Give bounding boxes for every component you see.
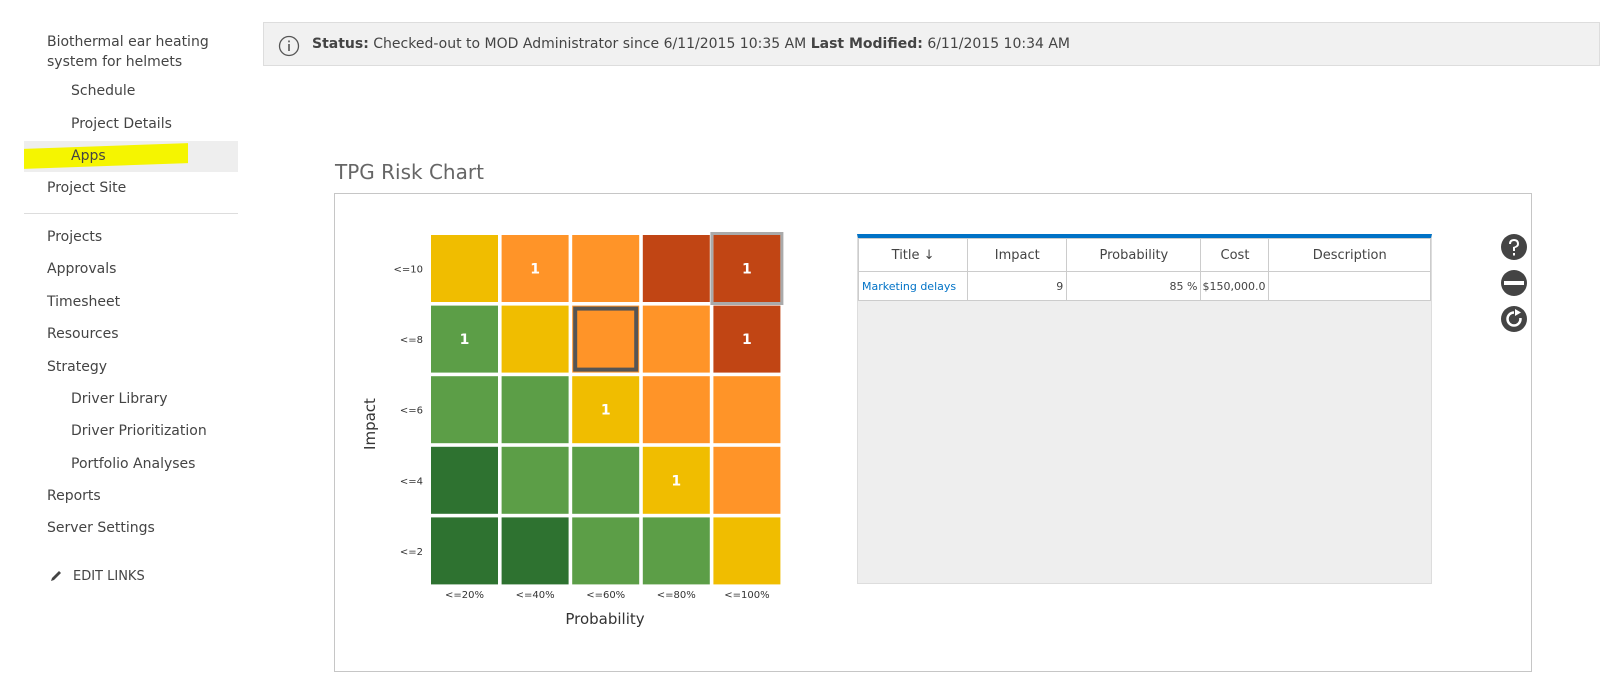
nav-divider: [24, 213, 238, 214]
risk-cell[interactable]: [642, 517, 710, 585]
webpart-title: TPG Risk Chart: [335, 160, 484, 184]
cell-count: 1: [530, 262, 540, 278]
help-icon[interactable]: [1501, 234, 1527, 260]
table-cell: $150,000.0: [1200, 271, 1270, 301]
status-label: Status:: [312, 36, 369, 52]
table-cell: 9: [967, 271, 1068, 301]
risk-cell[interactable]: [713, 376, 781, 444]
cell-count: 1: [742, 262, 752, 278]
nav-link[interactable]: Driver Prioritization: [71, 423, 207, 440]
edit-icon: [51, 571, 61, 581]
tpg-icon[interactable]: [1501, 270, 1527, 296]
nav-link[interactable]: Timesheet: [47, 293, 121, 310]
nav-link[interactable]: Project Site: [47, 180, 127, 196]
risk-cell[interactable]: [501, 305, 569, 373]
risk-cell[interactable]: [713, 305, 781, 373]
cell-selected: [573, 306, 639, 372]
col-label: <=20%: [445, 590, 484, 601]
risk-table: Title ↓ Impact Probability Cost Description M…: [857, 238, 1431, 301]
table-cell: [1268, 271, 1431, 301]
row-label: <=2: [400, 547, 423, 558]
risk-chart: Impact Probability <=10 1 1 <=8 1 1 <=6 1 <=4 1 <=…: [361, 232, 784, 628]
row-label: <=4: [400, 476, 423, 487]
col-label: <=40%: [516, 590, 555, 601]
modified-text: 6/11/2015 10:34 AM: [927, 36, 1070, 52]
column-header[interactable]: Impact: [967, 238, 1068, 272]
cell-count: 1: [460, 332, 470, 348]
nav-link[interactable]: Apps: [71, 148, 106, 164]
risk-grid: Title ↓ Impact Probability Cost Description M…: [857, 234, 1432, 584]
nav-link[interactable]: Projects: [47, 229, 103, 245]
risk-cell[interactable]: [572, 376, 640, 444]
risk-cell[interactable]: [501, 517, 569, 585]
column-header[interactable]: Probability: [1066, 238, 1202, 272]
nav-link[interactable]: Portfolio Analyses: [71, 455, 196, 472]
risk-cell[interactable]: [642, 376, 710, 444]
risk-cell[interactable]: [431, 376, 498, 444]
risk-cell[interactable]: [431, 235, 498, 302]
nav-link[interactable]: Reports: [47, 488, 101, 504]
nav-link[interactable]: Driver Library: [71, 391, 168, 407]
nav-link[interactable]: Strategy: [47, 358, 107, 375]
nav-link[interactable]: Project Details: [71, 115, 172, 132]
risk-cell[interactable]: [642, 446, 710, 514]
cell-count: 1: [601, 403, 611, 419]
nav-link[interactable]: Approvals: [47, 261, 117, 278]
column-header[interactable]: Title ↓: [857, 238, 969, 272]
risk-cell[interactable]: [713, 235, 781, 302]
table-cell: 85 %: [1066, 271, 1202, 301]
row-label: <=6: [400, 406, 423, 417]
row-label: <=8: [400, 335, 423, 346]
status-line: Status: Checked-out to MOD Administrator…: [312, 36, 1070, 52]
risk-cell[interactable]: [572, 235, 640, 302]
cell-hover: [710, 232, 784, 305]
risk-cell[interactable]: [572, 305, 640, 373]
nav-link[interactable]: Schedule: [71, 83, 136, 99]
refresh-icon[interactable]: [1501, 306, 1527, 332]
risk-cell[interactable]: [501, 446, 569, 514]
row-label: <=10: [394, 265, 423, 276]
status-text: Checked-out to MOD Administrator since 6…: [373, 36, 807, 52]
edit-links[interactable]: EDIT LINKS: [73, 569, 145, 584]
risk-cell[interactable]: [431, 446, 498, 514]
risk-cell[interactable]: [713, 517, 781, 585]
col-label: <=60%: [586, 590, 625, 601]
column-header[interactable]: Description: [1268, 238, 1431, 272]
risk-cell[interactable]: [501, 376, 569, 444]
col-label: <=100%: [724, 590, 769, 601]
risk-cell[interactable]: [431, 305, 498, 373]
info-icon: [278, 35, 300, 57]
risk-cell[interactable]: [572, 446, 640, 514]
risk-cell[interactable]: [642, 235, 710, 302]
col-label: <=80%: [657, 590, 696, 601]
x-axis-label: Probability: [565, 610, 644, 628]
risk-cell[interactable]: [501, 235, 569, 302]
toolbar-icons: [1501, 234, 1527, 332]
nav-project[interactable]: Biothermal ear heating system for helmet…: [47, 34, 209, 70]
cell-count: 1: [671, 473, 681, 489]
risk-cell[interactable]: [572, 517, 640, 585]
nav-link[interactable]: Resources: [47, 326, 119, 343]
risk-cell[interactable]: [642, 305, 710, 373]
risk-cell[interactable]: [431, 517, 498, 585]
status-bar: Status: Checked-out to MOD Administrator…: [263, 22, 1600, 66]
risk-link[interactable]: Marketing delays: [857, 271, 969, 301]
table-row: Marketing delays 9 85 % $150,000.0: [857, 271, 1431, 301]
modified-label: Last Modified:: [810, 36, 923, 52]
webpart: Impact Probability <=10 1 1 <=8 1 1 <=6 1 <=4 1 <=…: [334, 193, 1532, 672]
risk-cell[interactable]: [713, 446, 781, 514]
column-header[interactable]: Cost: [1200, 238, 1270, 272]
y-axis-label: Impact: [361, 398, 379, 450]
cell-count: 1: [742, 332, 752, 348]
nav-link[interactable]: Server Settings: [47, 520, 155, 537]
